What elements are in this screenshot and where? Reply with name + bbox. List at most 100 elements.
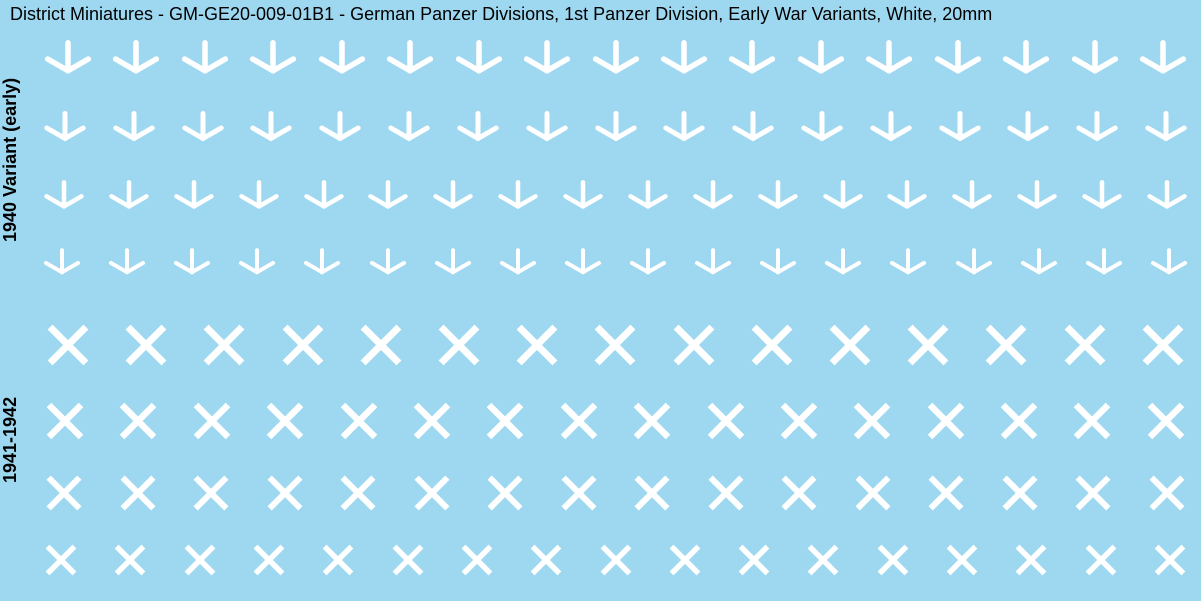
- cross-icon: [554, 396, 604, 446]
- cross-icon: [994, 396, 1044, 446]
- tripod-icon: [246, 111, 296, 161]
- tripod-icon: [364, 180, 412, 228]
- cross-icon: [921, 396, 971, 446]
- tripod-icon: [559, 180, 607, 228]
- symbol-row: [40, 457, 1191, 529]
- tripod-icon: [300, 180, 348, 228]
- tripod-icon: [494, 180, 542, 228]
- tripod-icon: [40, 40, 96, 96]
- tripod-icon: [1147, 248, 1191, 292]
- cross-icon: [40, 317, 96, 373]
- tripod-icon: [235, 248, 279, 292]
- cross-icon: [1080, 539, 1122, 581]
- cross-icon: [744, 317, 800, 373]
- cross-icon: [1069, 469, 1117, 517]
- cross-icon: [595, 539, 637, 581]
- tripod-icon: [300, 248, 344, 292]
- cross-icon: [113, 396, 163, 446]
- cross-icon: [248, 539, 290, 581]
- tripod-icon: [178, 111, 228, 161]
- cross-icon: [387, 539, 429, 581]
- tripod-icon: [384, 111, 434, 161]
- cross-icon: [408, 469, 456, 517]
- tripod-icon: [1067, 40, 1123, 96]
- cross-icon: [587, 317, 643, 373]
- cross-icon: [666, 317, 722, 373]
- symbol-row: [40, 104, 1191, 168]
- tripod-icon: [170, 248, 214, 292]
- cross-icon: [118, 317, 174, 373]
- cross-icon: [525, 539, 567, 581]
- cross-icon: [260, 396, 310, 446]
- cross-icon: [481, 469, 529, 517]
- tripod-icon: [797, 111, 847, 161]
- cross-icon: [941, 539, 983, 581]
- cross-icon: [1010, 539, 1052, 581]
- tripod-icon: [930, 40, 986, 96]
- tripod-icon: [1135, 40, 1191, 96]
- cross-icon: [555, 469, 603, 517]
- cross-icon: [40, 396, 90, 446]
- tripod-icon: [952, 248, 996, 292]
- cross-icon: [996, 469, 1044, 517]
- tripod-icon: [108, 40, 164, 96]
- tripod-icon: [756, 248, 800, 292]
- cross-icon: [1141, 396, 1191, 446]
- cross-icon: [456, 539, 498, 581]
- tripod-icon: [626, 248, 670, 292]
- sheet-title: District Miniatures - GM-GE20-009-01B1 -…: [10, 4, 992, 25]
- cross-icon: [187, 396, 237, 446]
- tripod-icon: [689, 180, 737, 228]
- cross-icon: [40, 469, 88, 517]
- tripod-icon: [656, 40, 712, 96]
- cross-icon: [196, 317, 252, 373]
- symbol-row: [40, 385, 1191, 457]
- cross-icon: [849, 469, 897, 517]
- decal-sheet: District Miniatures - GM-GE20-009-01B1 -…: [0, 0, 1201, 601]
- tripod-icon: [1013, 180, 1061, 228]
- tripod-icon: [691, 248, 735, 292]
- tripod-icon: [1141, 111, 1191, 161]
- cross-icon: [334, 396, 384, 446]
- cross-icon: [822, 317, 878, 373]
- section-label-bottom: 1941-1942: [0, 300, 21, 580]
- tripod-icon: [177, 40, 233, 96]
- tripod-icon: [245, 40, 301, 96]
- symbol-row: [40, 240, 1191, 300]
- tripod-icon: [382, 40, 438, 96]
- cross-icon: [1057, 317, 1113, 373]
- tripod-icon: [819, 180, 867, 228]
- section-bottom: [40, 305, 1191, 591]
- tripod-icon: [1082, 248, 1126, 292]
- cross-icon: [407, 396, 457, 446]
- cross-icon: [922, 469, 970, 517]
- tripod-icon: [1072, 111, 1122, 161]
- tripod-icon: [1003, 111, 1053, 161]
- cross-icon: [1149, 539, 1191, 581]
- tripod-icon: [935, 111, 985, 161]
- symbol-row: [40, 305, 1191, 385]
- section-top: [40, 32, 1191, 300]
- cross-icon: [109, 539, 151, 581]
- tripod-icon: [588, 40, 644, 96]
- cross-icon: [978, 317, 1034, 373]
- tripod-icon: [659, 111, 709, 161]
- tripod-icon: [883, 180, 931, 228]
- cross-icon: [872, 539, 914, 581]
- cross-icon: [261, 469, 309, 517]
- cross-icon: [664, 539, 706, 581]
- tripod-icon: [105, 248, 149, 292]
- tripod-icon: [451, 40, 507, 96]
- tripod-icon: [754, 180, 802, 228]
- cross-icon: [431, 317, 487, 373]
- tripod-icon: [105, 180, 153, 228]
- cross-icon: [187, 469, 235, 517]
- tripod-icon: [624, 180, 672, 228]
- tripod-icon: [314, 40, 370, 96]
- tripod-icon: [724, 40, 780, 96]
- tripod-icon: [591, 111, 641, 161]
- cross-icon: [627, 396, 677, 446]
- symbol-row: [40, 32, 1191, 104]
- tripod-icon: [728, 111, 778, 161]
- tripod-icon: [561, 248, 605, 292]
